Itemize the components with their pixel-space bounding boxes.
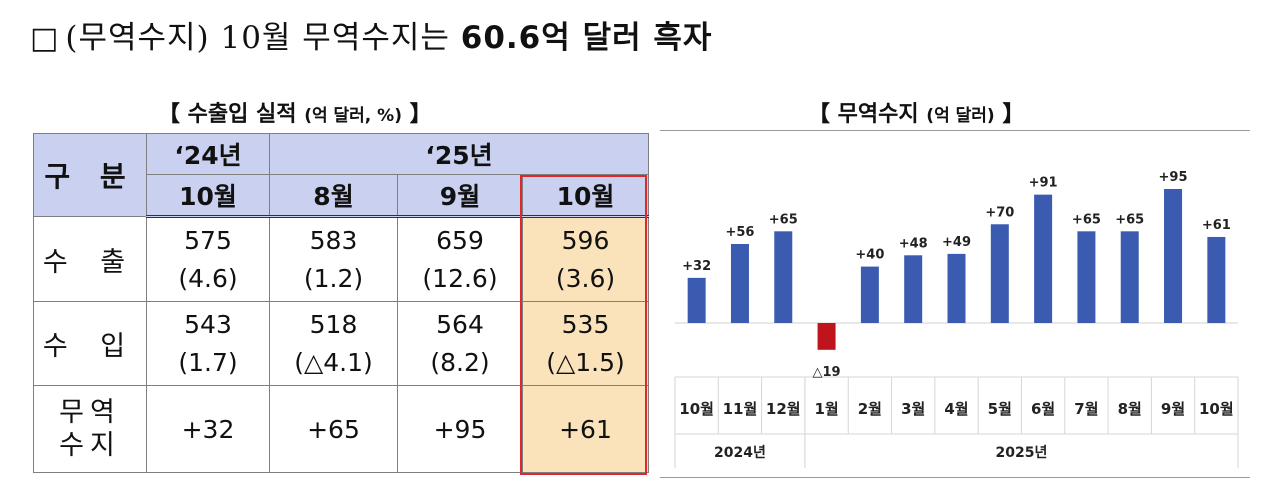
bar [1207, 236, 1226, 323]
category-label: 7월 [1074, 400, 1098, 418]
headline-prefix: (무역수지) 10월 무역수지는 [65, 20, 450, 56]
header-month: 8월 [269, 174, 398, 218]
table-title-unit: (억 달러, %) [304, 106, 402, 126]
header-month: 10월 [146, 174, 270, 218]
bar-value-label: +40 [855, 248, 884, 263]
header-month: 9월 [397, 174, 523, 218]
chart-title-unit: (억 달러) [926, 106, 995, 126]
bar [904, 255, 923, 323]
header-year-2025: ‘25년 [269, 133, 649, 175]
category-label: 10월 [679, 400, 714, 418]
bar-value-label: +65 [1072, 212, 1101, 227]
table-cell: 543 (1.7) [146, 301, 270, 386]
table-title-end: 】 [409, 102, 432, 127]
table-cell: 583 (1.2) [269, 216, 398, 302]
category-label: 12월 [766, 400, 801, 418]
category-label: 10월 [1199, 400, 1234, 418]
cell-change: (△4.1) [294, 347, 373, 377]
table-cell: +32 [146, 385, 270, 473]
table-cell: +95 [397, 385, 523, 473]
bar [730, 244, 749, 323]
bar-value-label: +61 [1202, 218, 1231, 233]
table-row-import: 수 입 543 (1.7) 518 (△4.1) 564 (8.2) 535 (△1.5… [33, 301, 649, 386]
header-gubun: 구 분 [33, 133, 147, 217]
table-row-export: 수 출 575 (4.6) 583 (1.2) 659 (12.6) 596 (3.6) [33, 216, 649, 302]
bar-value-label: +56 [725, 225, 754, 240]
bar-value-label: +95 [1159, 170, 1188, 185]
category-label: 9월 [1161, 400, 1185, 418]
cell-value: 575 [184, 225, 232, 255]
trade-balance-chart: 2024년 2025년 +32 10월 +56 11월 +65 12월 △19 1월 +40 2월 +4… [674, 170, 1239, 468]
bar [1164, 189, 1183, 323]
cell-change: (3.6) [555, 263, 616, 293]
table-cell-highlight: +61 [522, 385, 649, 473]
row-label-import: 수 입 [33, 301, 147, 386]
cell-change: (△1.5) [546, 347, 625, 377]
bar-value-label: △19 [813, 365, 841, 380]
chart-title: 【 무역수지 (억 달러) 】 [808, 96, 1024, 128]
year-group-label: 2025년 [996, 445, 1048, 461]
cell-change: (1.2) [303, 263, 364, 293]
table-cell: 659 (12.6) [397, 216, 523, 302]
row-label-export: 수 출 [33, 216, 147, 302]
table-title: 【 수출입 실적 (억 달러, %) 】 [158, 96, 432, 128]
table-cell: +65 [269, 385, 398, 473]
chart-frame [660, 130, 1250, 478]
page-headline: □ (무역수지) 10월 무역수지는 60.6억 달러 흑자 [30, 12, 712, 57]
category-label: 1월 [814, 400, 838, 418]
year-group-label: 2024년 [714, 445, 766, 461]
bar [1034, 194, 1053, 323]
cell-change: (1.7) [178, 347, 238, 377]
bar [947, 253, 966, 323]
cell-value: 596 [561, 225, 610, 255]
bar [990, 224, 1009, 323]
bar [1120, 231, 1139, 323]
cell-value: 543 [184, 309, 232, 339]
trade-table: 구 분 ‘24년 ‘25년 10월 8월 9월 10월 수 출 575 (4.6)… [33, 133, 649, 473]
table-cell: 575 (4.6) [146, 216, 270, 302]
table-cell-highlight: 535 (△1.5) [522, 301, 649, 386]
category-label: 2월 [858, 400, 882, 418]
header-year-2024: ‘24년 [146, 133, 270, 175]
table-cell: 564 (8.2) [397, 301, 523, 386]
category-label: 3월 [901, 400, 925, 418]
bar-value-label: +91 [1029, 176, 1058, 191]
chart-title-text: 【 무역수지 [808, 102, 919, 127]
category-label: 4월 [944, 400, 968, 418]
bar-value-label: +49 [942, 235, 971, 250]
bar [860, 266, 879, 323]
cell-value: 564 [436, 309, 484, 339]
bar [1077, 231, 1096, 323]
bar-value-label: +48 [899, 236, 928, 251]
headline-emphasis: 60.6억 달러 흑자 [460, 20, 713, 56]
row-label-balance: 무역 수지 [33, 385, 147, 473]
category-label: 8월 [1118, 400, 1142, 418]
table-row-balance: 무역 수지 +32 +65 +95 +61 [33, 385, 649, 473]
table-cell: 518 (△4.1) [269, 301, 398, 386]
cell-value: 659 [436, 225, 484, 255]
checkbox-square-icon: □ [30, 21, 60, 56]
category-label: 6월 [1031, 400, 1055, 418]
bar-value-label: +65 [769, 212, 798, 227]
header-month: 10월 [522, 174, 649, 218]
cell-change: (12.6) [422, 263, 498, 293]
category-label: 11월 [723, 400, 758, 418]
bar-value-label: +65 [1115, 212, 1144, 227]
cell-change: (8.2) [430, 347, 490, 377]
bar [817, 323, 836, 350]
chart-title-end: 】 [1002, 102, 1025, 127]
row-label-line: 수지 [59, 430, 121, 461]
cell-value: 535 [561, 309, 610, 339]
bar-value-label: +32 [682, 259, 711, 274]
category-label: 5월 [988, 400, 1012, 418]
cell-value: 583 [309, 225, 358, 255]
bar-value-label: +70 [985, 205, 1014, 220]
bar [774, 231, 793, 323]
bar [687, 277, 706, 323]
cell-value: 518 [309, 309, 358, 339]
table-cell-highlight: 596 (3.6) [522, 216, 649, 302]
row-label-line: 무역 [59, 397, 121, 428]
table-title-text: 【 수출입 실적 [158, 102, 297, 127]
cell-change: (4.6) [178, 263, 238, 293]
